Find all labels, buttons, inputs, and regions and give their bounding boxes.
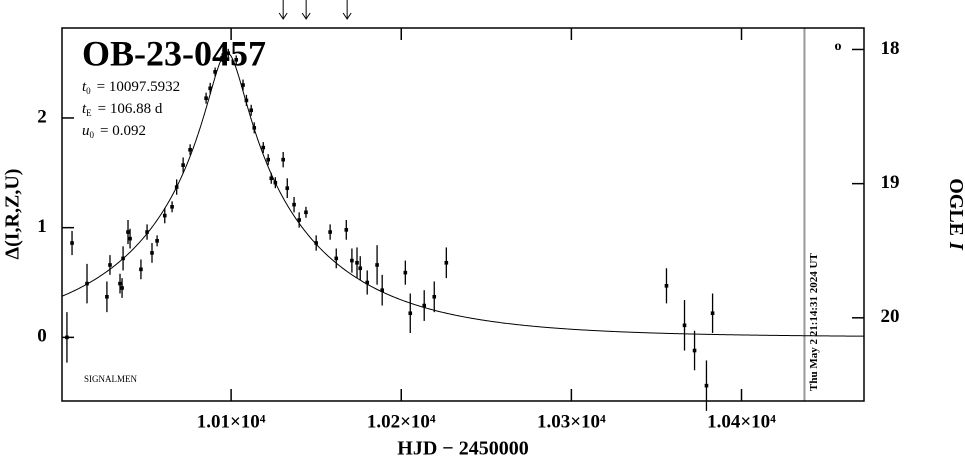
data-point	[145, 230, 149, 234]
data-point	[314, 241, 318, 245]
param-symbol: t	[82, 79, 87, 95]
data-point	[213, 70, 217, 74]
y-tick-label: 0	[37, 326, 47, 347]
param: t0 = 10097.5932	[82, 79, 180, 96]
data-point	[162, 213, 167, 218]
data-point	[128, 236, 132, 241]
data-point	[155, 239, 159, 243]
arrow-head	[301, 12, 311, 20]
arrow-head	[278, 12, 288, 20]
param-sub: 0	[90, 130, 95, 140]
data-point	[297, 218, 301, 222]
data-point	[252, 126, 257, 130]
y-tick-label: 1	[37, 216, 47, 237]
data-point	[234, 58, 239, 62]
data-point	[334, 256, 339, 261]
marker-text: o	[835, 39, 842, 54]
param-symbol: u	[82, 123, 90, 139]
data-point	[120, 286, 124, 290]
data-point	[355, 260, 359, 265]
param: u0 = 0.092	[82, 123, 146, 140]
data-point	[304, 210, 308, 215]
data-point	[150, 251, 154, 255]
data-point	[244, 98, 249, 103]
data-point	[269, 176, 274, 181]
credit: SIGNALMEN	[84, 374, 137, 384]
data-point	[682, 323, 687, 328]
data-point	[181, 163, 185, 167]
param-sub: E	[86, 108, 92, 118]
param-sub: 0	[86, 86, 91, 96]
y2-tick-label: 19	[881, 172, 900, 193]
data-point	[139, 267, 143, 272]
data-point	[375, 263, 379, 267]
data-point	[358, 266, 363, 271]
arrow-head	[342, 12, 352, 20]
x-tick-label: 1.02×10⁴	[367, 411, 436, 432]
y2-axis-label-main: OGLE	[945, 178, 965, 236]
data-point	[664, 284, 669, 288]
x-tick-label: 1.01×10⁴	[197, 411, 266, 432]
model-curve	[61, 52, 865, 337]
data-point	[273, 180, 278, 185]
x-axis-label: HJD − 2450000	[397, 438, 528, 459]
data-point	[403, 270, 408, 275]
data-point	[220, 55, 224, 60]
data-point	[70, 241, 74, 245]
data-point	[422, 303, 427, 308]
data-point	[85, 281, 89, 286]
data-point	[65, 335, 69, 340]
data-point	[249, 108, 253, 113]
x-tick-label: 1.03×10⁴	[537, 411, 606, 432]
data-point	[261, 145, 266, 150]
y-axis-label: Δ(I,R,Z,U)	[2, 169, 24, 260]
data-point	[204, 96, 208, 101]
data-point	[380, 288, 384, 292]
data-point	[408, 311, 413, 316]
param-value: = 10097.5932	[97, 79, 180, 95]
param-value: = 0.092	[100, 123, 146, 139]
y-tick-label: 2	[37, 106, 47, 127]
data-point	[292, 202, 296, 207]
data-point	[365, 280, 370, 285]
y2-tick-label: 18	[881, 38, 900, 59]
data-point	[328, 230, 332, 234]
data-point	[170, 205, 174, 209]
y2-axis-label-filter: I	[945, 241, 965, 251]
data-point	[350, 258, 354, 263]
data-point	[285, 186, 290, 190]
data-point	[266, 157, 270, 162]
x-tick-label: 1.04×10⁴	[707, 411, 776, 432]
data-point	[108, 263, 112, 267]
data-point	[432, 294, 437, 299]
data-point	[121, 256, 125, 261]
data-point	[188, 147, 192, 152]
chart-title: OB-23-0457	[82, 33, 266, 73]
data-point	[241, 83, 245, 87]
plot-frame	[61, 27, 865, 402]
data-point	[710, 311, 715, 316]
data-point	[444, 260, 449, 265]
data-point	[704, 383, 709, 388]
param: tE = 106.88 d	[82, 101, 163, 118]
param-symbol: t	[82, 101, 87, 117]
data-point	[126, 230, 130, 234]
y2-tick-label: 20	[881, 306, 900, 327]
y2-axis-label: OGLE I	[945, 178, 965, 251]
data-point	[174, 185, 179, 189]
timestamp: Thu May 2 21:14:31 2024 UT	[808, 253, 820, 391]
data-point	[105, 294, 109, 299]
data-point	[226, 51, 231, 56]
param-value: = 106.88 d	[98, 101, 163, 117]
data-point	[281, 157, 285, 162]
data-point	[118, 281, 122, 286]
data-point	[208, 86, 212, 91]
data-point	[344, 228, 349, 232]
data-point	[692, 348, 697, 353]
